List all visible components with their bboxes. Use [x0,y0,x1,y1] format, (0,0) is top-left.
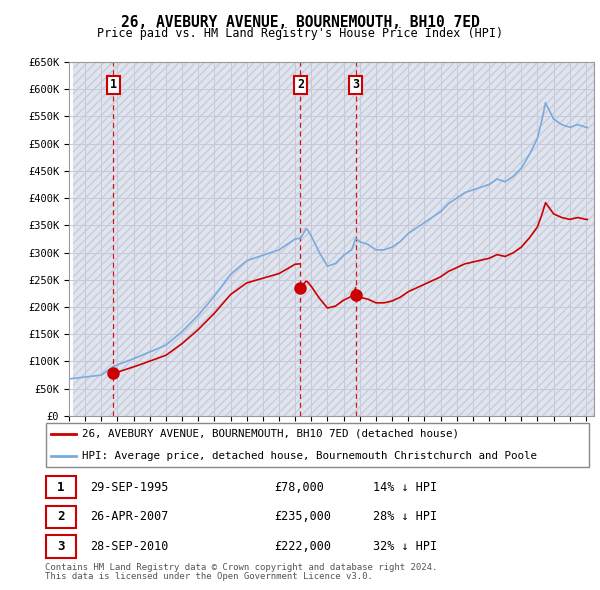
Text: 28-SEP-2010: 28-SEP-2010 [90,540,168,553]
Text: 26-APR-2007: 26-APR-2007 [90,510,168,523]
FancyBboxPatch shape [46,506,76,528]
FancyBboxPatch shape [46,476,76,498]
Text: 14% ↓ HPI: 14% ↓ HPI [373,480,437,493]
Text: 2: 2 [57,510,65,523]
Text: This data is licensed under the Open Government Licence v3.0.: This data is licensed under the Open Gov… [45,572,373,581]
Text: £235,000: £235,000 [274,510,331,523]
FancyBboxPatch shape [46,423,589,467]
Text: 3: 3 [57,540,65,553]
Text: 1: 1 [57,480,65,493]
Text: 2: 2 [297,78,304,91]
Text: £78,000: £78,000 [274,480,323,493]
Text: Contains HM Land Registry data © Crown copyright and database right 2024.: Contains HM Land Registry data © Crown c… [45,563,437,572]
Text: Price paid vs. HM Land Registry's House Price Index (HPI): Price paid vs. HM Land Registry's House … [97,27,503,40]
Text: 26, AVEBURY AVENUE, BOURNEMOUTH, BH10 7ED (detached house): 26, AVEBURY AVENUE, BOURNEMOUTH, BH10 7E… [82,429,458,439]
Text: 29-SEP-1995: 29-SEP-1995 [90,480,168,493]
Text: 26, AVEBURY AVENUE, BOURNEMOUTH, BH10 7ED: 26, AVEBURY AVENUE, BOURNEMOUTH, BH10 7E… [121,15,479,30]
FancyBboxPatch shape [46,536,76,558]
Text: £222,000: £222,000 [274,540,331,553]
Text: 1: 1 [110,78,117,91]
Text: HPI: Average price, detached house, Bournemouth Christchurch and Poole: HPI: Average price, detached house, Bour… [82,451,536,461]
Text: 3: 3 [352,78,359,91]
Text: 32% ↓ HPI: 32% ↓ HPI [373,540,437,553]
Text: 28% ↓ HPI: 28% ↓ HPI [373,510,437,523]
